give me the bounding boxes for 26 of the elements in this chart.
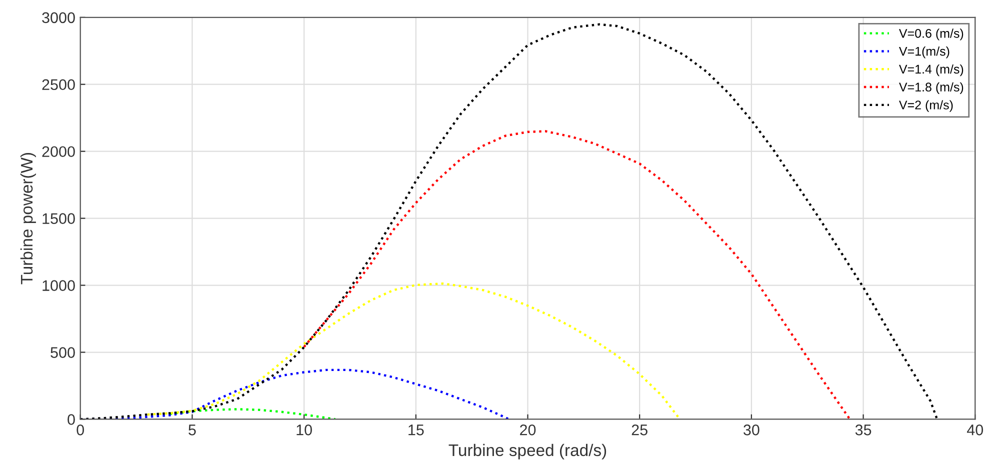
legend-label: V=1(m/s) — [898, 46, 950, 58]
y-tick-label: 3000 — [42, 12, 75, 24]
x-tick-label: 5 — [188, 424, 196, 436]
x-tick-label: 40 — [966, 424, 984, 436]
y-tick-label: 500 — [50, 347, 75, 358]
line-series — [168, 408, 336, 420]
x-tick-label: 0 — [76, 424, 84, 436]
y-tick-label: 2500 — [42, 79, 75, 90]
y-tick-label: 1000 — [42, 280, 75, 291]
line-series — [146, 282, 681, 420]
x-tick-label: 20 — [520, 424, 536, 436]
legend-label: V=1.4 (m/s) — [898, 64, 964, 76]
line-series — [302, 130, 851, 420]
legend-label: V=2 (m/s) — [898, 100, 953, 112]
x-tick-label: 30 — [744, 424, 760, 436]
y-axis-title: Turbine power(W) — [20, 152, 36, 284]
y-tick-label: 0 — [68, 414, 75, 425]
x-axis-title: Turbine speed (rad/s) — [448, 444, 606, 460]
legend-label: V=0.6 (m/s) — [898, 28, 964, 40]
x-tick-label: 15 — [408, 424, 424, 436]
x-tick-label: 10 — [296, 424, 312, 436]
x-tick-label: 25 — [632, 424, 648, 436]
legend-label: V=1.8 (m/s) — [898, 82, 964, 94]
y-tick-label: 2000 — [42, 146, 75, 158]
y-tick-label: 1500 — [42, 213, 75, 224]
x-tick-label: 35 — [855, 424, 872, 436]
